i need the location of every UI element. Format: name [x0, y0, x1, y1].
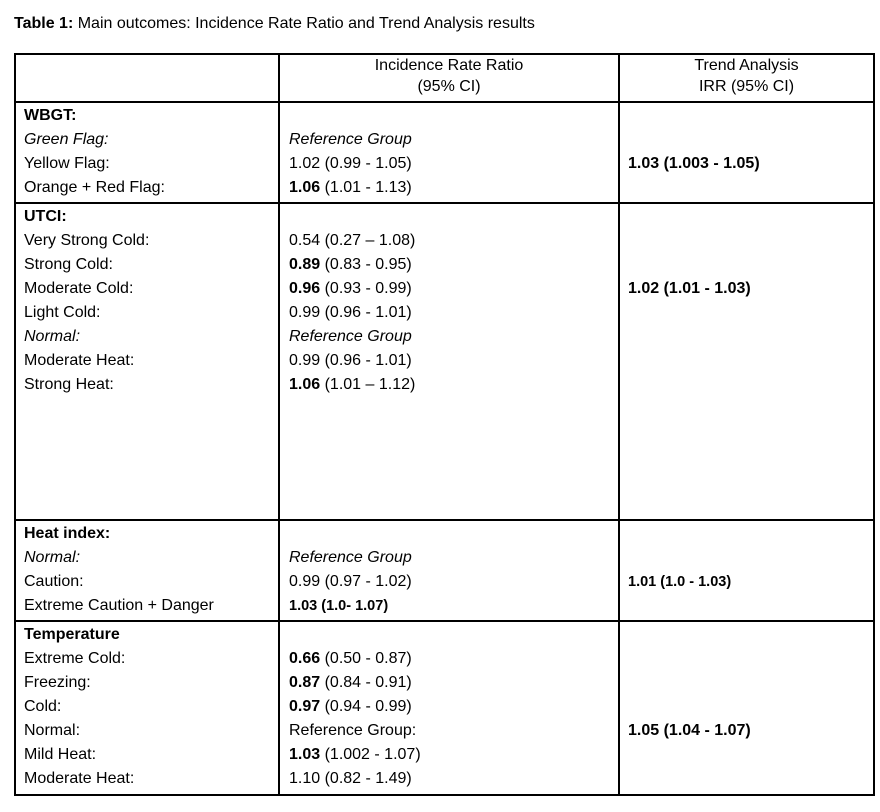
row-label: Strong Cold:	[24, 256, 113, 273]
irr-point-estimate: 1.03	[289, 746, 321, 763]
row-label: Normal:	[24, 722, 81, 739]
row-label: Moderate Heat:	[24, 770, 135, 787]
irr-confidence-interval: (1.01 – 1.12)	[320, 376, 416, 393]
row-irr-value: 1.02 (0.99 - 1.05)	[289, 155, 412, 172]
header-cell-irr: Incidence Rate Ratio (95% CI)	[278, 53, 620, 103]
irr-confidence-interval: (1.002 - 1.07)	[320, 746, 421, 763]
row-irr-value: 0.66 (0.50 - 0.87)	[289, 647, 612, 671]
irr-confidence-interval: (0.94 - 0.99)	[320, 698, 412, 715]
section-labels-utci: UTCI: Very Strong Cold: Strong Cold: Modera…	[14, 202, 280, 521]
table-caption-text: Main outcomes: Incidence Rate Ratio and …	[73, 15, 535, 32]
row-irr-value	[289, 522, 612, 546]
section-values-wbgt: Reference Group 1.02 (0.99 - 1.05) 1.06 (1…	[278, 101, 620, 204]
header-irr-line1: Incidence Rate Ratio	[374, 57, 524, 74]
row-irr-value: 1.06 (1.01 – 1.12)	[289, 373, 612, 397]
row-label: Orange + Red Flag:	[24, 179, 165, 196]
section-labels-wbgt: WBGT: Green Flag: Yellow Flag: Orange + Red…	[14, 101, 280, 204]
row-label: Light Cold:	[24, 304, 101, 321]
table-caption-label: Table 1:	[14, 15, 74, 32]
row-label: Very Strong Cold:	[24, 232, 150, 249]
row-label: Yellow Flag:	[24, 155, 110, 172]
irr-confidence-interval: (0.83 - 0.95)	[320, 256, 412, 273]
irr-point-estimate: 0.97	[289, 698, 321, 715]
section-values-temperature: 0.66 (0.50 - 0.87) 0.87 (0.84 - 0.91) 0.97…	[278, 620, 620, 796]
section-trend-utci: 1.02 (1.01 - 1.03)	[618, 202, 875, 521]
results-table: Incidence Rate Ratio (95% CI) Trend Anal…	[14, 53, 875, 796]
row-irr-value	[289, 623, 612, 647]
row-irr-value: 1.03 (1.002 - 1.07)	[289, 743, 612, 767]
header-irr-line2: (95% CI)	[417, 78, 481, 95]
section-row-temperature: Temperature Extreme Cold: Freezing: Cold: No…	[14, 620, 875, 796]
row-irr-value: Reference Group	[289, 328, 412, 345]
row-label: Strong Heat:	[24, 376, 114, 393]
irr-confidence-interval: (0.84 - 0.91)	[320, 674, 412, 691]
row-label: Mild Heat:	[24, 746, 97, 763]
irr-point-estimate: 0.87	[289, 674, 321, 691]
irr-confidence-interval: (0.50 - 0.87)	[320, 650, 412, 667]
row-irr-value: Reference Group	[289, 131, 412, 148]
section-trend-heat-index: 1.01 (1.0 - 1.03)	[618, 519, 875, 622]
irr-point-estimate: 1.06	[289, 376, 321, 393]
row-label: Cold:	[24, 698, 62, 715]
row-irr-value: 1.10 (0.82 - 1.49)	[289, 770, 412, 787]
trend-irr-value: 1.02 (1.01 - 1.03)	[628, 280, 751, 297]
trend-irr-value: 1.03 (1.003 - 1.05)	[628, 155, 760, 172]
row-irr-value: 0.89 (0.83 - 0.95)	[289, 253, 612, 277]
section-labels-temperature: Temperature Extreme Cold: Freezing: Cold: No…	[14, 620, 280, 796]
table-caption: Table 1: Main outcomes: Incidence Rate R…	[14, 13, 880, 35]
header-cell-trend: Trend Analysis IRR (95% CI)	[618, 53, 875, 103]
header-row: Incidence Rate Ratio (95% CI) Trend Anal…	[14, 53, 875, 103]
row-irr-value: 0.87 (0.84 - 0.91)	[289, 671, 612, 695]
row-irr-value	[289, 205, 612, 229]
row-irr-value: 1.03 (1.0- 1.07)	[289, 598, 389, 614]
header-trend-line2: IRR (95% CI)	[698, 78, 795, 95]
section-row-heat-index: Heat index: Normal: Caution: Extreme Cautio…	[14, 519, 875, 622]
row-label: WBGT:	[24, 107, 77, 124]
irr-point-estimate: 0.89	[289, 256, 321, 273]
header-cell-empty	[14, 53, 280, 103]
row-label: Extreme Cold:	[24, 650, 126, 667]
section-trend-wbgt: 1.03 (1.003 - 1.05)	[618, 101, 875, 204]
row-label: Moderate Cold:	[24, 280, 134, 297]
row-irr-value: 1.06 (1.01 - 1.13)	[289, 176, 612, 200]
section-values-heat-index: Reference Group 0.99 (0.97 - 1.02) 1.03 (1…	[278, 519, 620, 622]
row-label: Heat index:	[24, 525, 111, 542]
irr-point-estimate: 0.96	[289, 280, 321, 297]
row-irr-value: Reference Group:	[289, 722, 417, 739]
results-table-body: WBGT: Green Flag: Yellow Flag: Orange + Red…	[14, 101, 875, 796]
row-label: Temperature	[24, 626, 120, 643]
row-label: Green Flag:	[24, 131, 109, 148]
row-irr-value: 0.99 (0.96 - 1.01)	[289, 304, 412, 321]
row-irr-value: 0.99 (0.97 - 1.02)	[289, 573, 412, 590]
section-row-wbgt: WBGT: Green Flag: Yellow Flag: Orange + Red…	[14, 101, 875, 204]
row-irr-value: Reference Group	[289, 549, 412, 566]
row-label: Normal:	[24, 549, 81, 566]
row-irr-value: 0.99 (0.96 - 1.01)	[289, 352, 412, 369]
irr-point-estimate: 0.66	[289, 650, 321, 667]
section-trend-temperature: 1.05 (1.04 - 1.07)	[618, 620, 875, 796]
row-irr-value: 0.97 (0.94 - 0.99)	[289, 695, 612, 719]
row-label: Freezing:	[24, 674, 91, 691]
row-label: UTCI:	[24, 208, 67, 225]
row-irr-value: 0.96 (0.93 - 0.99)	[289, 277, 612, 301]
row-label: Caution:	[24, 573, 84, 590]
row-label: Normal:	[24, 328, 81, 345]
trend-irr-value: 1.01 (1.0 - 1.03)	[628, 574, 732, 590]
section-row-utci: UTCI: Very Strong Cold: Strong Cold: Modera…	[14, 202, 875, 521]
row-label: Moderate Heat:	[24, 352, 135, 369]
irr-confidence-interval: (1.01 - 1.13)	[320, 179, 412, 196]
row-label: Extreme Caution + Danger	[24, 597, 214, 614]
header-trend-line1: Trend Analysis	[694, 57, 799, 74]
row-irr-value: 0.54 (0.27 – 1.08)	[289, 232, 416, 249]
trend-irr-value: 1.05 (1.04 - 1.07)	[628, 722, 751, 739]
section-values-utci: 0.54 (0.27 – 1.08) 0.89 (0.83 - 0.95) 0.96…	[278, 202, 620, 521]
section-labels-heat-index: Heat index: Normal: Caution: Extreme Cautio…	[14, 519, 280, 622]
row-irr-value	[289, 104, 612, 128]
irr-confidence-interval: (0.93 - 0.99)	[320, 280, 412, 297]
irr-point-estimate: 1.06	[289, 179, 321, 196]
